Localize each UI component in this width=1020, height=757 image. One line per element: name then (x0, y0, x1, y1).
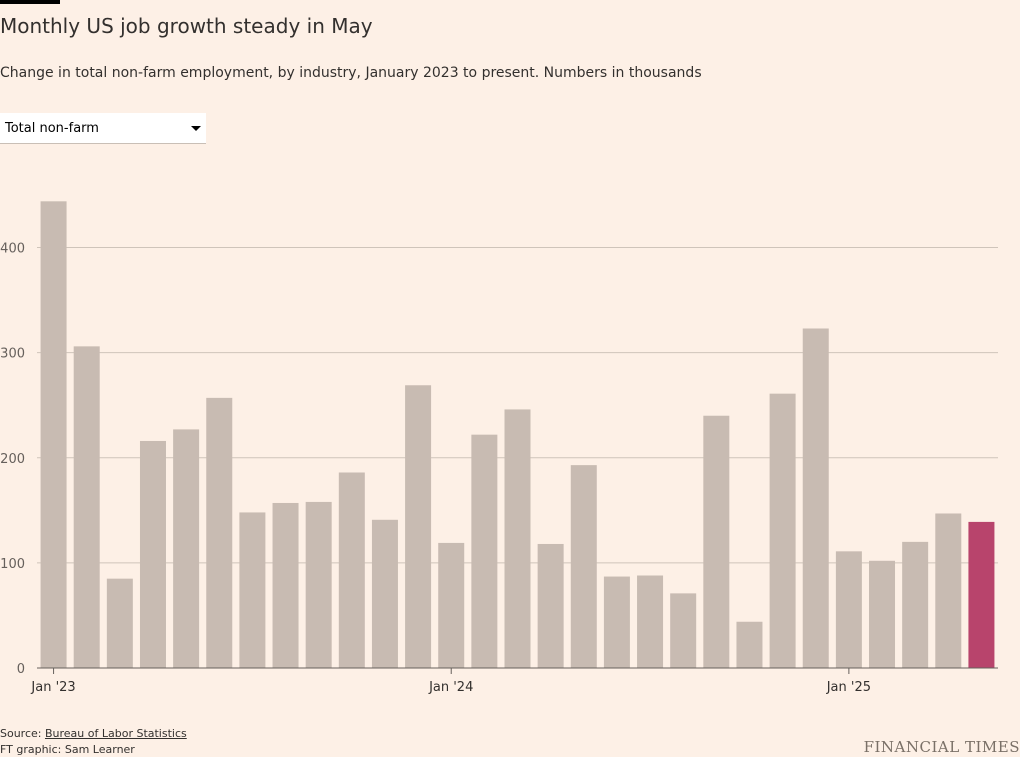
bar-2023-01 (40, 201, 67, 668)
chevron-down-icon (191, 126, 201, 131)
bar-2023-05 (173, 429, 200, 668)
bar-2024-11 (769, 393, 796, 668)
y-tick-label-300: 300 (0, 347, 25, 362)
bar-2023-02 (73, 346, 100, 668)
bar-2024-02 (471, 434, 498, 668)
source-line: Source: Bureau of Labor Statistics (0, 727, 187, 740)
bar-2024-07 (637, 575, 664, 668)
industry-select-value: Total non-farm (5, 121, 99, 136)
bar-2024-09 (703, 415, 730, 668)
bar-2024-12 (802, 328, 829, 668)
bar-2023-04 (139, 440, 166, 668)
chart-title: Monthly US job growth steady in May (0, 14, 373, 38)
bar-2023-11 (371, 519, 398, 668)
bar-2025-05 (968, 521, 995, 668)
bar-2023-09 (305, 501, 332, 668)
bar-2023-06 (206, 397, 233, 668)
bar-2025-02 (869, 560, 896, 668)
x-tick-label-24: Jan '25 (826, 680, 871, 695)
bar-2024-01 (438, 542, 465, 668)
bar-2024-06 (603, 576, 630, 668)
bar-2023-07 (239, 512, 266, 668)
bar-2025-04 (935, 513, 962, 668)
bar-2024-10 (736, 621, 763, 668)
bar-2023-12 (405, 385, 432, 668)
industry-select[interactable]: Total non-farm (0, 113, 206, 144)
bar-2024-03 (504, 409, 531, 668)
bar-2025-03 (902, 541, 929, 668)
ft-logo: FINANCIAL TIMES (863, 738, 1020, 756)
x-tick-label-12: Jan '24 (428, 680, 473, 695)
chart-subtitle: Change in total non-farm employment, by … (0, 65, 702, 81)
y-tick-label-400: 400 (0, 242, 25, 257)
bar-2024-08 (670, 593, 697, 668)
bar-2025-01 (835, 551, 862, 668)
graphic-credit: FT graphic: Sam Learner (0, 743, 135, 756)
bar-2023-03 (106, 578, 133, 668)
top-rule (0, 0, 60, 4)
source-prefix: Source: (0, 727, 45, 740)
bar-2023-08 (272, 502, 299, 668)
bar-2024-05 (570, 465, 597, 668)
y-tick-label-200: 200 (0, 452, 25, 467)
y-tick-label-100: 100 (0, 557, 25, 572)
source-link[interactable]: Bureau of Labor Statistics (44, 727, 187, 740)
bar-chart: 0 100 200 300 400 Jan '23 Jan '24 Jan '25 (0, 201, 998, 695)
y-tick-label-0: 0 (17, 662, 25, 677)
x-tick-label-0: Jan '23 (30, 680, 75, 695)
bar-2023-10 (338, 472, 365, 668)
bar-2024-04 (537, 543, 564, 668)
